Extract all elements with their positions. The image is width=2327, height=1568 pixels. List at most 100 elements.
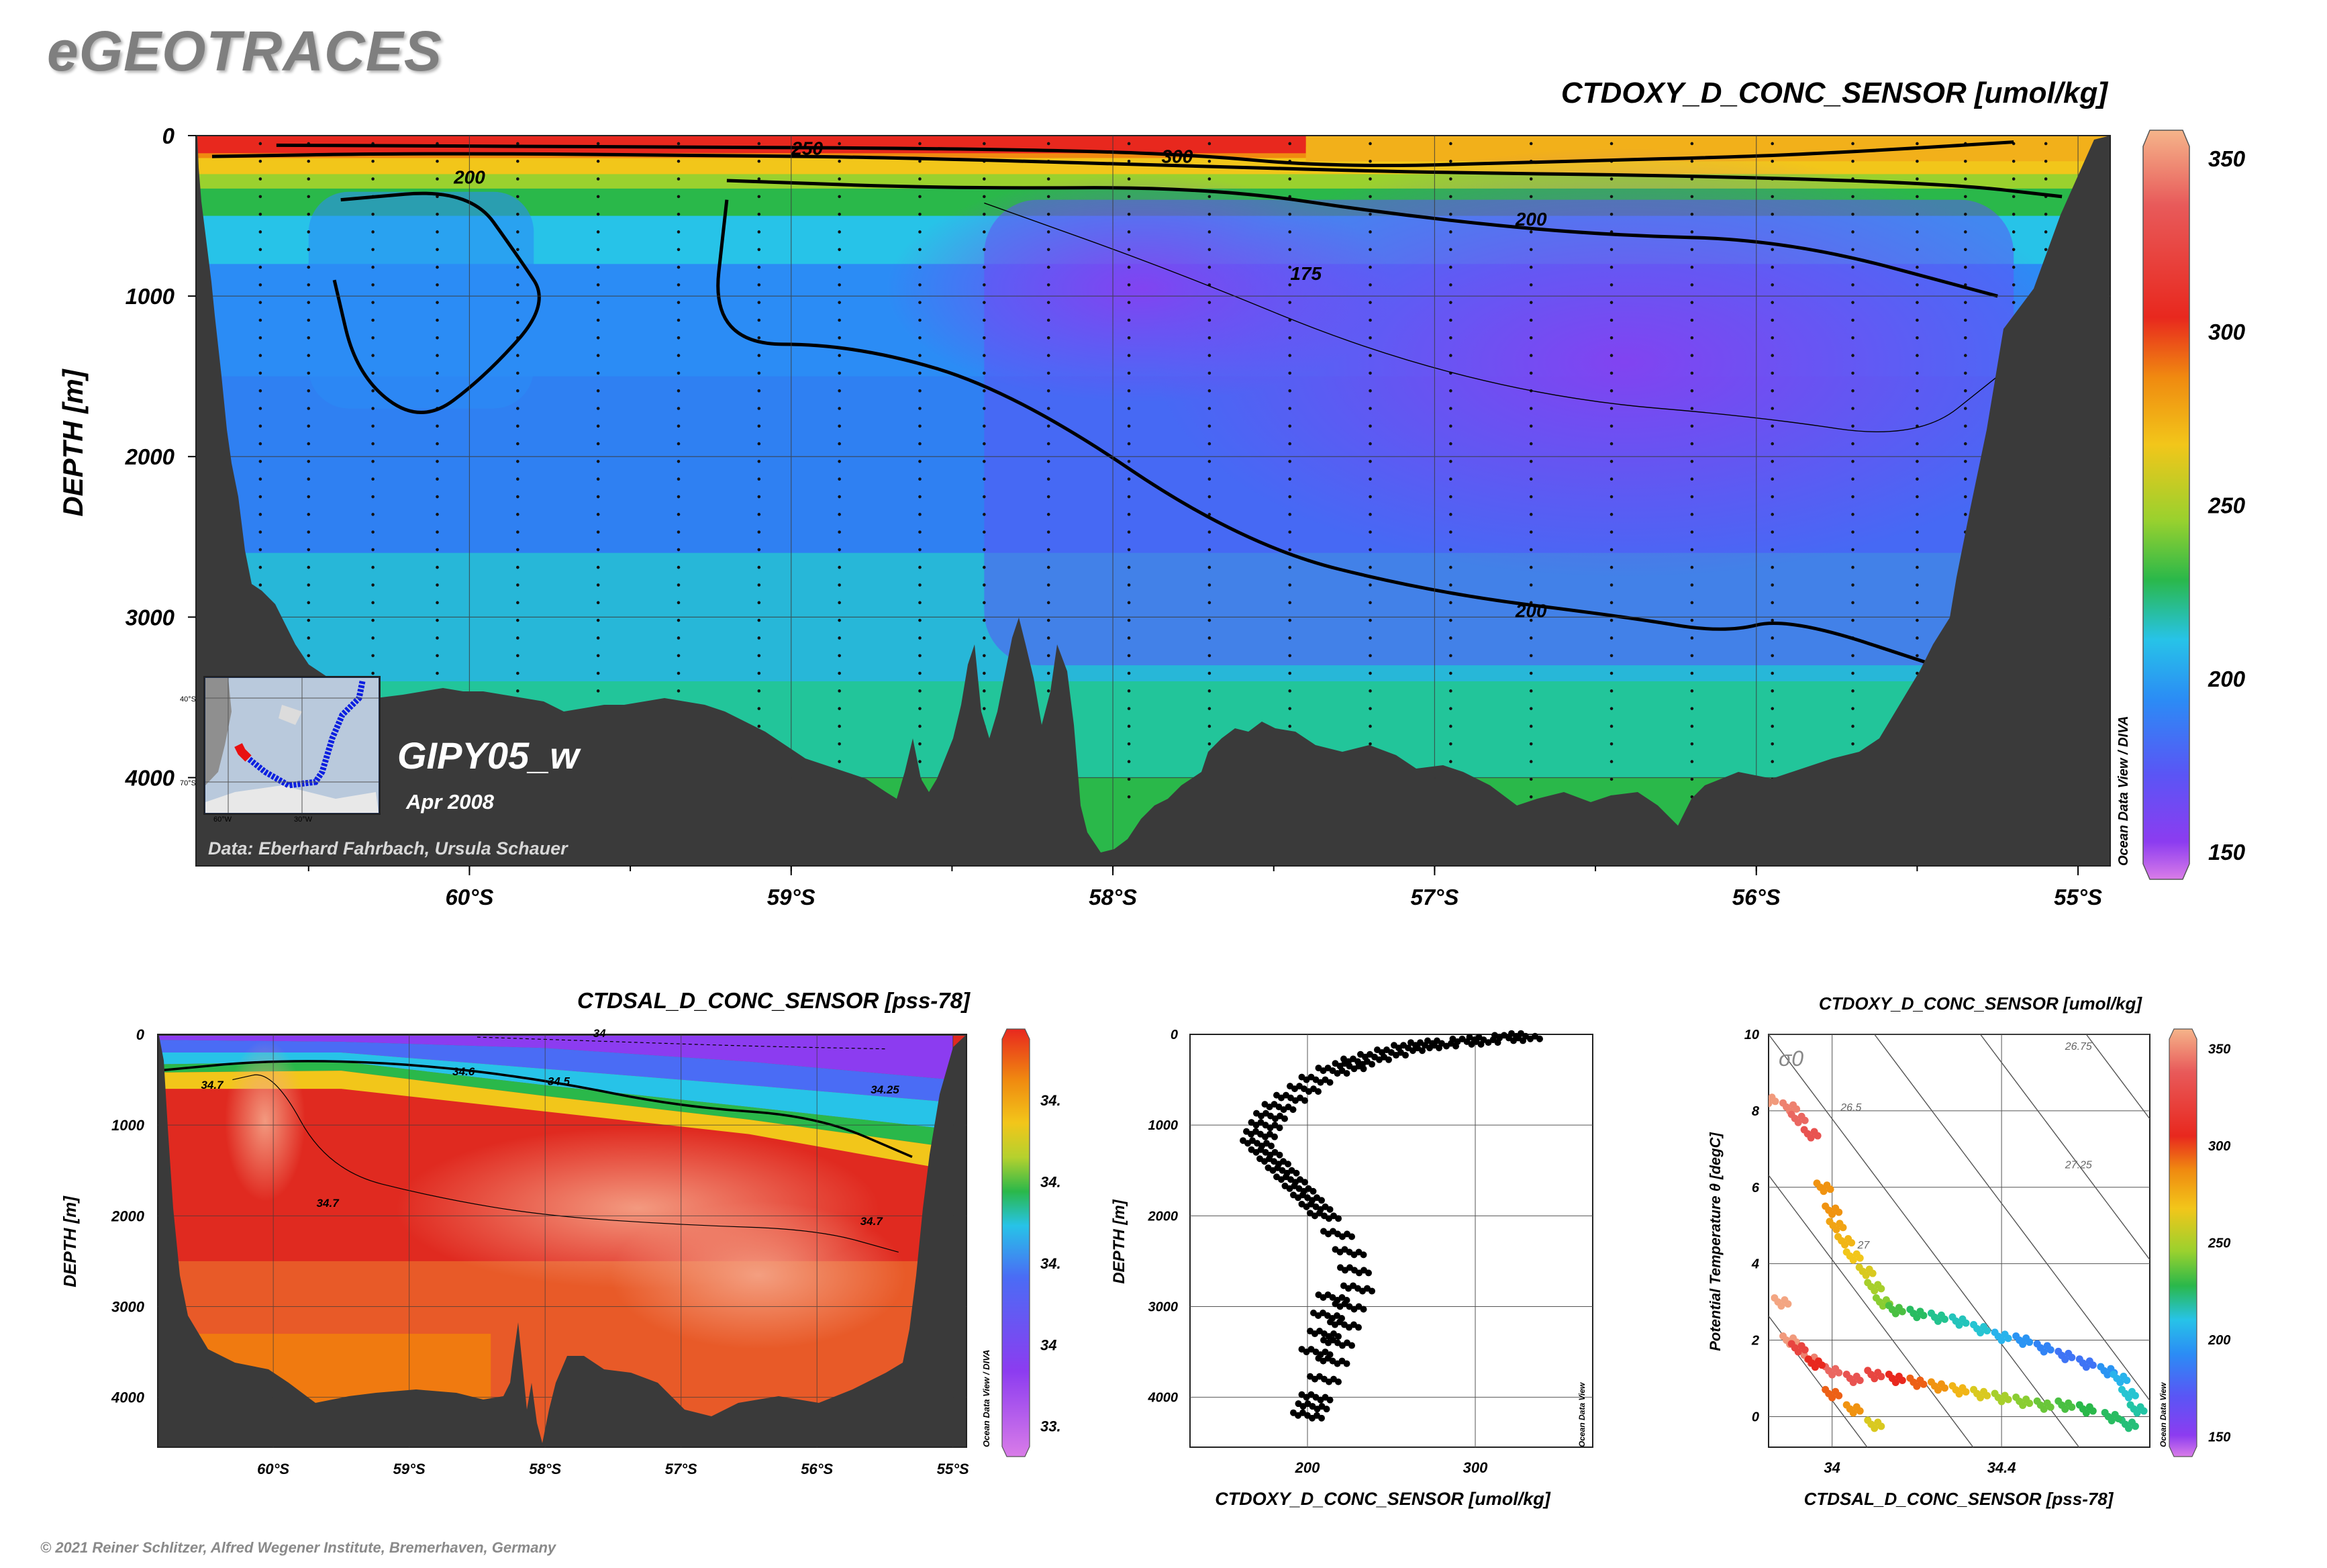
station-sample	[371, 407, 375, 410]
station-sample	[1851, 707, 1854, 710]
map-lat-label: 40°S	[180, 695, 196, 703]
station-sample	[1369, 671, 1372, 675]
station-sample	[1916, 389, 1919, 393]
station-sample	[1690, 707, 1694, 710]
station-sample	[1369, 689, 1372, 693]
station-sample	[258, 318, 262, 322]
station-sample	[1288, 283, 1292, 287]
station-sample	[436, 230, 439, 234]
station-sample	[1690, 724, 1694, 728]
station-sample	[2044, 248, 2048, 252]
station-sample	[1369, 495, 1372, 499]
station-sample	[1046, 336, 1050, 340]
station-sample	[677, 142, 681, 146]
x-tick-label: 60°S	[445, 885, 493, 910]
station-sample	[1529, 671, 1533, 675]
main-contour-labels: 250 300 200 200 175 200	[453, 138, 1547, 622]
station-sample	[1449, 495, 1452, 499]
station-sample	[1964, 230, 1967, 234]
station-sample	[677, 301, 681, 304]
ts-point	[1940, 1384, 1948, 1392]
profile-point	[1335, 1215, 1342, 1222]
profile-point	[1309, 1187, 1317, 1195]
ts-point	[1997, 1398, 2006, 1406]
station-sample	[838, 195, 841, 199]
station-sample	[371, 424, 375, 428]
y-tick-label: 6	[1752, 1181, 1760, 1195]
station-sample	[1046, 371, 1050, 375]
station-sample	[918, 565, 922, 569]
station-sample	[1369, 477, 1372, 481]
salinity-band	[158, 1040, 953, 1103]
station-sample	[1449, 477, 1452, 481]
station-sample	[1529, 265, 1533, 269]
station-sample	[436, 177, 439, 181]
station-sample	[838, 212, 841, 216]
main-software-credit: Ocean Data View / DIVA	[2116, 716, 2131, 866]
station-sample	[1610, 283, 1614, 287]
salinity-colorbar	[1001, 1028, 1030, 1457]
station-sample	[983, 283, 986, 287]
station-sample	[1369, 636, 1372, 640]
station-sample	[1207, 636, 1211, 640]
station-sample	[918, 336, 922, 340]
station-sample	[371, 177, 375, 181]
station-sample	[1449, 548, 1452, 552]
station-sample	[258, 407, 262, 410]
station-sample	[436, 424, 439, 428]
station-sample	[983, 354, 986, 357]
station-sample	[983, 477, 986, 481]
station-sample	[1851, 513, 1854, 516]
station-sample	[1046, 654, 1050, 658]
station-sample	[1207, 565, 1211, 569]
station-sample	[1369, 336, 1372, 340]
station-sample	[1369, 513, 1372, 516]
ts-point	[1940, 1315, 1948, 1323]
station-sample	[1916, 301, 1919, 304]
station-sample	[307, 318, 311, 322]
station-sample	[436, 442, 439, 446]
colorbar-label: 350	[2208, 146, 2246, 171]
station-sample	[516, 301, 519, 304]
station-sample	[1127, 618, 1131, 622]
station-sample	[1771, 477, 1775, 481]
station-sample	[983, 548, 986, 552]
station-sample	[1288, 601, 1292, 605]
station-sample	[918, 371, 922, 375]
station-sample	[1690, 318, 1694, 322]
station-sample	[371, 618, 375, 622]
station-sample	[307, 371, 311, 375]
y-tick-label: 1000	[126, 284, 175, 309]
station-sample	[677, 371, 681, 375]
ts-point	[2026, 1338, 2034, 1346]
station-sample	[1127, 671, 1131, 675]
station-sample	[1690, 177, 1694, 181]
station-sample	[258, 477, 262, 481]
profile-point	[1360, 1251, 1367, 1259]
station-sample	[1127, 212, 1131, 216]
station-sample	[918, 159, 922, 163]
station-sample	[1127, 636, 1131, 640]
station-sample	[371, 283, 375, 287]
ts-colorbar-labels: 350 300 250 200 150	[2208, 1042, 2230, 1444]
station-sample	[371, 583, 375, 587]
station-sample	[307, 389, 311, 393]
station-sample	[1529, 654, 1533, 658]
station-sample	[1288, 707, 1292, 710]
station-sample	[1529, 495, 1533, 499]
station-sample	[1771, 707, 1775, 710]
station-sample	[1610, 442, 1614, 446]
station-sample	[677, 601, 681, 605]
station-sample	[1529, 707, 1533, 710]
station-sample	[1207, 212, 1211, 216]
brand-logo: eGEOTRACES	[47, 19, 442, 83]
map-lon-label: 30°W	[294, 816, 313, 824]
station-sample	[677, 265, 681, 269]
station-sample	[2012, 159, 2016, 163]
ts-point	[1891, 1379, 1899, 1386]
station-sample	[596, 689, 600, 693]
station-sample	[1964, 442, 1967, 446]
station-sample	[1529, 336, 1533, 340]
station-sample	[307, 336, 311, 340]
station-sample	[918, 389, 922, 393]
